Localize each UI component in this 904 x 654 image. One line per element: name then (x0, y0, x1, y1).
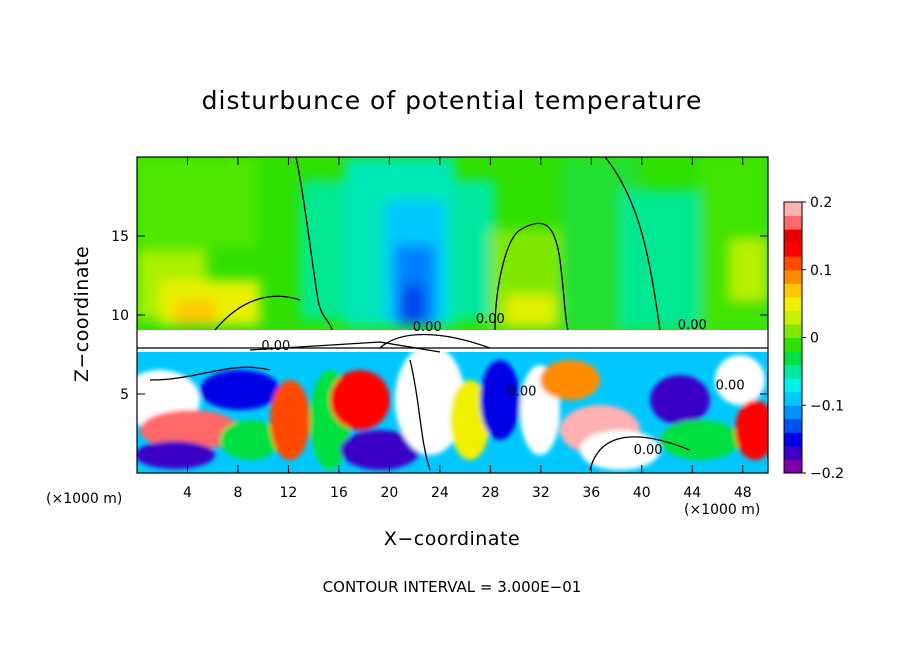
x-tick-label: 28 (481, 485, 499, 501)
colorbar-tick-label: −0.1 (810, 398, 844, 414)
potential-temperature-field (137, 157, 768, 473)
y-axis: 5 10 15 (111, 229, 768, 403)
colorbar-swatch (784, 432, 802, 447)
contour-interval-note: CONTOUR INTERVAL = 3.000E−01 (322, 578, 582, 596)
contour-label: 0.00 (261, 339, 290, 354)
colorbar-swatch (784, 202, 802, 217)
x-axis: 4 8 12 16 20 24 28 32 36 40 44 48 (183, 157, 752, 501)
contour-label: 0.00 (413, 320, 442, 335)
x-tick-label: 48 (734, 485, 752, 501)
x-tick-label: 32 (532, 485, 550, 501)
colorbar-swatch (784, 405, 802, 420)
colorbar-tick-label: −0.2 (810, 466, 844, 482)
contour-label: 0.00 (507, 385, 536, 400)
y-tick-label: 10 (111, 308, 129, 324)
y-axis-label: Z−coordinate (71, 245, 93, 383)
colorbar-swatch (784, 269, 802, 284)
colorbar-swatch (784, 378, 802, 393)
colorbar-swatch (784, 351, 802, 366)
y-tick-label: 15 (111, 229, 129, 245)
x-tick-label: 16 (330, 485, 348, 501)
colorbar-swatch (784, 445, 802, 460)
colorbar-swatch (784, 459, 802, 474)
colorbar-swatch (784, 215, 802, 230)
y-tick-label: 5 (120, 387, 129, 403)
colorbar-tick-label: 0.2 (810, 195, 832, 211)
colorbar-swatch (784, 296, 802, 311)
x-tick-label: 44 (683, 485, 701, 501)
colorbar-swatch (784, 364, 802, 379)
x-tick-label: 36 (582, 485, 600, 501)
colorbar-tick-label: 0.1 (810, 263, 832, 279)
x-tick-label: 4 (183, 485, 192, 501)
colorbar-swatch (784, 323, 802, 338)
colorbar-swatch (784, 283, 802, 298)
colorbar-tick-label: 0 (810, 331, 819, 347)
x-tick-label: 12 (280, 485, 298, 501)
colorbar-swatch (784, 242, 802, 257)
colorbar-swatch (784, 229, 802, 244)
chart-title: disturbunce of potential temperature (201, 86, 703, 115)
x-tick-label: 20 (380, 485, 398, 501)
contour-label: 0.00 (678, 318, 707, 333)
x-unit-label-right: (×1000 m) (684, 502, 761, 518)
x-tick-label: 24 (431, 485, 449, 501)
contour-label: 0.00 (476, 312, 505, 327)
x-tick-label: 40 (633, 485, 651, 501)
colorbar-swatch (784, 256, 802, 271)
colorbar-swatch (784, 418, 802, 433)
colorbar-swatch (784, 310, 802, 325)
contour-labels: 0.00 0.00 0.00 0.00 0.00 0.00 0.00 (261, 312, 744, 458)
colorbar-swatch (784, 391, 802, 406)
contour-label: 0.00 (634, 443, 663, 458)
x-axis-label: X−coordinate (383, 528, 521, 550)
colorbar-swatch (784, 337, 802, 352)
contour-label: 0.00 (716, 378, 745, 393)
colorbar: 0.2 0.1 0 −0.1 −0.2 (783, 195, 844, 482)
x-unit-label-left: (×1000 m) (46, 491, 123, 507)
x-tick-label: 8 (233, 485, 242, 501)
